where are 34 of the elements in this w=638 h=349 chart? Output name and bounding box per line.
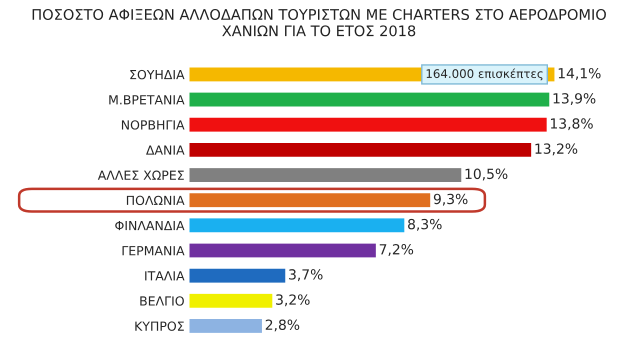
y-tick-label: ΝΟΡΒΗΓΙΑ [122, 120, 185, 130]
y-tick-label: ΒΕΛΓΙΟ [140, 296, 184, 306]
y-tick-label: ΦΙΝΛΑΝΔΙΑ [115, 220, 185, 230]
y-tick-label: ΠΟΛΩΝΙΑ [126, 196, 185, 206]
y-tick-label: ΑΛΛΕΣ ΧΩΡΕΣ [98, 170, 184, 180]
data-label: 13,9% [554, 93, 596, 106]
bar [189, 244, 376, 258]
data-label: 13,2% [535, 143, 578, 156]
y-tick-label: ΔΑΝΙΑ [146, 146, 185, 155]
data-label: 3,2% [276, 294, 310, 306]
y-tick-label: ΚΥΠΡΟΣ [135, 321, 184, 331]
annotation: 164.000 επισκέπτες [426, 68, 543, 80]
data-label: 13,8% [550, 118, 593, 130]
y-tick-label: Μ.ΒΡΕΤΑΝΙΑ [109, 95, 185, 104]
data-label: 3,7% [289, 269, 323, 282]
bar [189, 92, 550, 106]
bar [189, 268, 286, 283]
data-label: 10,5% [466, 168, 508, 180]
bar [189, 319, 262, 333]
y-tick-label: ΓΕΡΜΑΝΙΑ [122, 246, 185, 256]
chart-title: ΠΟΣΟΣΤΟ ΑΦΙΞΕΩΝ ΑΛΛΟΔΑΠΩΝ ΤΟΥΡΙΣΤΩΝ ΜΕ CHARTERS ΣΤΟ ΑΕΡΟΔΡΟΜΙΟ ΧΑΝΙΩΝ ΓΙΑ ΤΟ ΕΤΟΣ 2018 [32, 8, 606, 36]
bar [189, 118, 547, 132]
bar [189, 193, 430, 208]
data-label: 2,8% [266, 319, 300, 332]
data-label: 14,1% [558, 68, 601, 80]
bar [189, 294, 272, 308]
data-label: 8,3% [408, 218, 442, 231]
y-tick-label: ΣΟΥΗΔΙΑ [130, 70, 185, 80]
y-tick-label: ΙΤΑΛΙΑ [145, 271, 185, 280]
bar [189, 218, 404, 232]
data-label: 9,3% [434, 194, 468, 206]
bar [189, 142, 532, 157]
data-label: 7,2% [380, 244, 414, 256]
bar [189, 168, 462, 182]
